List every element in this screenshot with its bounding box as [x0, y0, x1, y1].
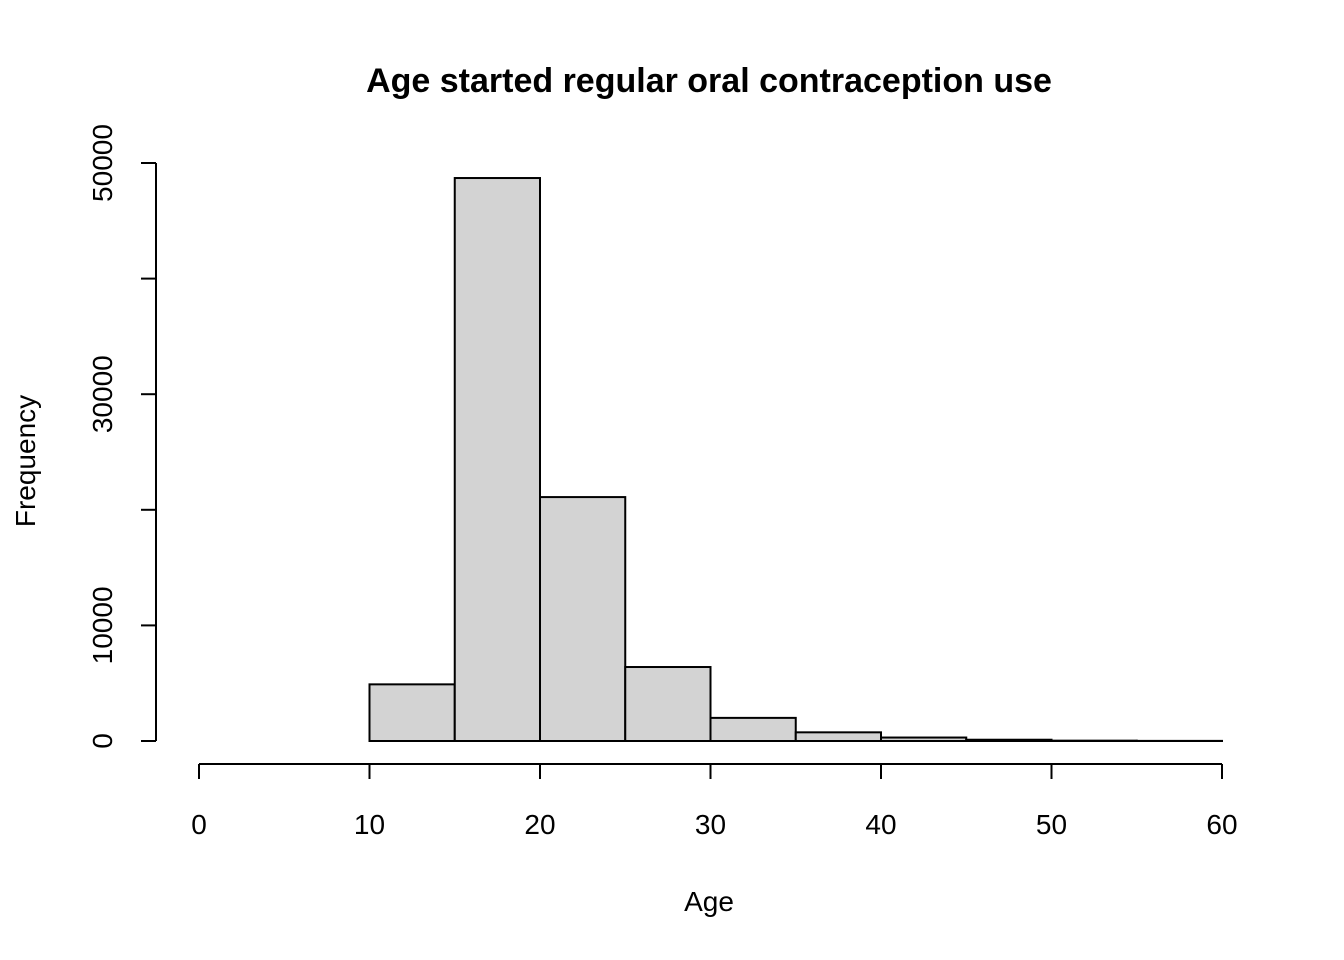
y-axis-label: Frequency	[10, 395, 41, 527]
y-tick-label: 50000	[87, 124, 118, 202]
y-axis: 0 10000 30000 50000	[87, 124, 157, 749]
x-tick-label: 0	[191, 809, 207, 840]
histogram-bar	[880, 736, 968, 742]
histogram-bar	[794, 731, 882, 743]
x-axis-label: Age	[684, 886, 734, 917]
histogram-bar	[624, 666, 712, 742]
x-tick-label: 10	[354, 809, 385, 840]
y-tick-label: 0	[87, 733, 118, 749]
y-tick-label: 10000	[87, 586, 118, 664]
histogram-bar	[965, 738, 1053, 742]
chart-title: Age started regular oral contraception u…	[366, 62, 1052, 100]
bars-group	[368, 177, 1223, 743]
x-tick-label: 40	[865, 809, 896, 840]
y-tick-label: 30000	[87, 355, 118, 433]
histogram-bar	[539, 496, 627, 743]
histogram-bar	[709, 716, 797, 743]
histogram-bar	[368, 683, 456, 743]
x-tick-label: 20	[524, 809, 555, 840]
x-tick-label: 50	[1036, 809, 1067, 840]
histogram-bar	[453, 177, 541, 742]
x-tick-label: 30	[695, 809, 726, 840]
x-axis: 0 10 20 30 40 50 60	[191, 763, 1238, 840]
x-tick-label: 60	[1206, 809, 1237, 840]
